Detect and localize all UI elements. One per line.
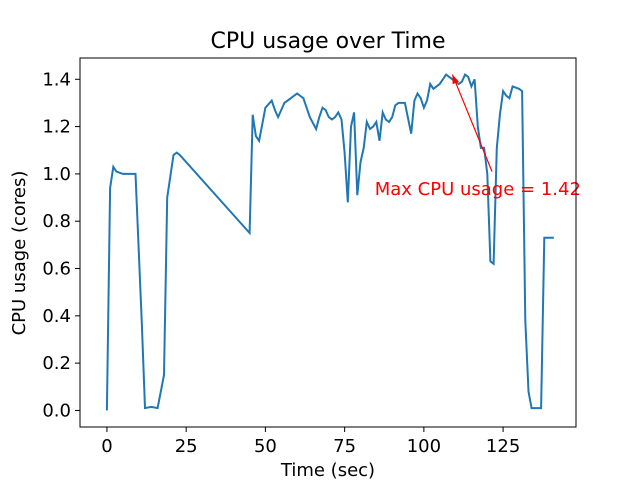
annotation-text: Max CPU usage = 1.42 [375, 179, 581, 200]
x-axis-ticks: 0 25 50 75 100 125 [101, 427, 520, 457]
x-tick-label: 75 [333, 436, 356, 457]
x-axis-label: Time (sec) [280, 460, 375, 480]
chart-title: CPU usage over Time [211, 29, 446, 54]
y-tick-label: 1.0 [42, 164, 71, 185]
y-tick-label: 1.4 [42, 69, 71, 90]
y-tick-label: 0.0 [42, 400, 71, 421]
plot-area [105, 73, 554, 411]
x-tick-label: 125 [486, 436, 520, 457]
x-tick-label: 25 [175, 436, 198, 457]
plot-frame [79, 57, 577, 428]
y-axis-ticks: 0.0 0.2 0.4 0.6 0.8 1.0 1.2 1.4 [42, 69, 80, 421]
annotation-arrow-head [452, 74, 459, 85]
y-tick-label: 0.2 [42, 353, 71, 374]
x-tick-label: 0 [101, 436, 112, 457]
y-tick-label: 1.2 [42, 117, 71, 138]
y-tick-label: 0.8 [42, 211, 71, 232]
annotation-arrow-line [451, 74, 493, 172]
series-line [105, 73, 554, 411]
x-tick-label: 100 [407, 436, 441, 457]
max-annotation: Max CPU usage = 1.42 [375, 74, 581, 200]
y-axis-label: CPU usage (cores) [9, 171, 30, 336]
y-tick-label: 0.6 [42, 259, 71, 280]
y-tick-label: 0.4 [42, 306, 71, 327]
x-tick-label: 50 [254, 436, 277, 457]
